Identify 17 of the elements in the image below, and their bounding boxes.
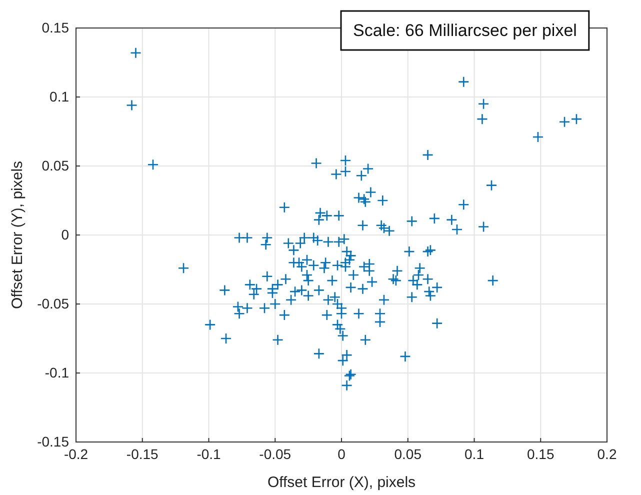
y-tick-label: 0 xyxy=(61,226,70,242)
x-tick-label: -0.15 xyxy=(126,446,159,462)
x-tick-label: -0.05 xyxy=(259,446,292,462)
y-tick-label: -0.1 xyxy=(44,364,70,380)
y-tick-label: 0.15 xyxy=(42,19,70,36)
x-axis-title: Offset Error (X), pixels xyxy=(267,474,416,491)
x-tick-label: 0 xyxy=(338,446,346,462)
y-axis-title: Offset Error (Y), pixels xyxy=(9,160,26,310)
y-tick-label: 0.05 xyxy=(42,157,70,174)
x-tick-label: 0.2 xyxy=(597,446,617,462)
x-tick-label: 0.1 xyxy=(464,446,484,462)
y-tick-label: 0.1 xyxy=(50,88,70,104)
x-tick-label: -0.1 xyxy=(196,446,222,462)
x-tick-label: 0.15 xyxy=(527,446,554,462)
x-tick-label: 0.05 xyxy=(394,446,422,462)
y-tick-label: -0.05 xyxy=(37,295,70,312)
annotation: Scale: 66 Milliarcsec per pixel xyxy=(353,21,577,40)
